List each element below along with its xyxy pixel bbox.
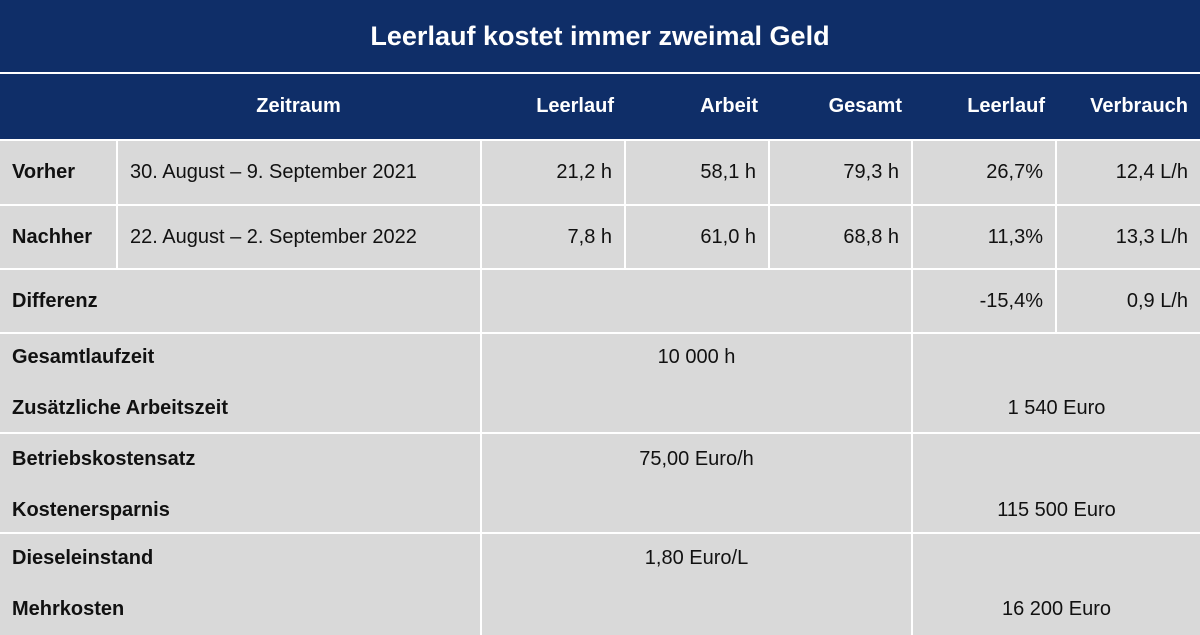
row-zeitraum-nachher: 22. August – 2. September 2022 — [118, 206, 480, 268]
summary-label-betriebskostensatz: Betriebskostensatz — [12, 448, 196, 470]
differenz-verbrauch: 0,9 L/h — [1057, 270, 1200, 332]
header-gesamt: Gesamt — [828, 95, 902, 117]
table-header: Zeitraum Leerlauf Arbeit Gesamt Leerlauf… — [0, 74, 1200, 139]
header-arbeit: Arbeit — [700, 95, 758, 117]
differenz-leerlauf-pct: -15,4% — [913, 270, 1055, 332]
summary-value-zusaetzliche-arbeitszeit: 1 540 Euro — [1007, 397, 1106, 419]
summary-labels-1: Gesamtlaufzeit Zusätzliche Arbeitszeit — [0, 334, 480, 432]
summary-label-gesamtlaufzeit: Gesamtlaufzeit — [12, 346, 155, 368]
row-verbrauch-vorher: 12,4 L/h — [1057, 141, 1200, 204]
row-leerlauf-pct-vorher: 26,7% — [913, 141, 1055, 204]
row-label-vorher: Vorher — [0, 141, 116, 204]
row-leerlauf-nachher: 7,8 h — [482, 206, 624, 268]
summary-value-betriebskostensatz: 75,00 Euro/h — [639, 448, 754, 470]
row-leerlauf-pct-nachher: 11,3% — [913, 206, 1055, 268]
row-gesamt-nachher: 68,8 h — [770, 206, 911, 268]
row-zeitraum-vorher: 30. August – 9. September 2021 — [118, 141, 480, 204]
summary-result-2: 115 500 Euro — [913, 434, 1200, 532]
summary-result-1: 1 540 Euro — [913, 334, 1200, 432]
header-leerlauf-pct: Leerlauf — [967, 95, 1045, 117]
summary-value-dieseleinstand: 1,80 Euro/L — [644, 547, 749, 569]
summary-label-dieseleinstand: Dieseleinstand — [12, 547, 154, 569]
summary-input-1: 10 000 h — [482, 334, 911, 432]
summary-input-3: 1,80 Euro/L — [482, 534, 911, 635]
header-verbrauch: Verbrauch — [1090, 95, 1188, 117]
row-arbeit-nachher: 61,0 h — [626, 206, 768, 268]
differenz-empty-cell — [482, 270, 911, 332]
row-leerlauf-vorher: 21,2 h — [482, 141, 624, 204]
summary-input-2: 75,00 Euro/h — [482, 434, 911, 532]
row-gesamt-vorher: 79,3 h — [770, 141, 911, 204]
summary-label-mehrkosten: Mehrkosten — [12, 598, 125, 620]
header-leerlauf: Leerlauf — [536, 95, 614, 117]
summary-label-kostenersparnis: Kostenersparnis — [12, 499, 170, 521]
summary-value-gesamtlaufzeit: 10 000 h — [657, 346, 736, 368]
summary-result-3: 16 200 Euro — [913, 534, 1200, 635]
row-label-nachher: Nachher — [0, 206, 116, 268]
table-title: Leerlauf kostet immer zweimal Geld — [0, 0, 1200, 72]
summary-value-kostenersparnis: 115 500 Euro — [997, 499, 1116, 521]
differenz-label: Differenz — [0, 270, 480, 332]
header-zeitraum: Zeitraum — [256, 95, 341, 117]
summary-labels-3: Dieseleinstand Mehrkosten — [0, 534, 480, 635]
summary-label-zusaetzliche-arbeitszeit: Zusätzliche Arbeitszeit — [12, 397, 228, 419]
summary-value-mehrkosten: 16 200 Euro — [1002, 598, 1111, 620]
summary-labels-2: Betriebskostensatz Kostenersparnis — [0, 434, 480, 532]
row-verbrauch-nachher: 13,3 L/h — [1057, 206, 1200, 268]
row-arbeit-vorher: 58,1 h — [626, 141, 768, 204]
